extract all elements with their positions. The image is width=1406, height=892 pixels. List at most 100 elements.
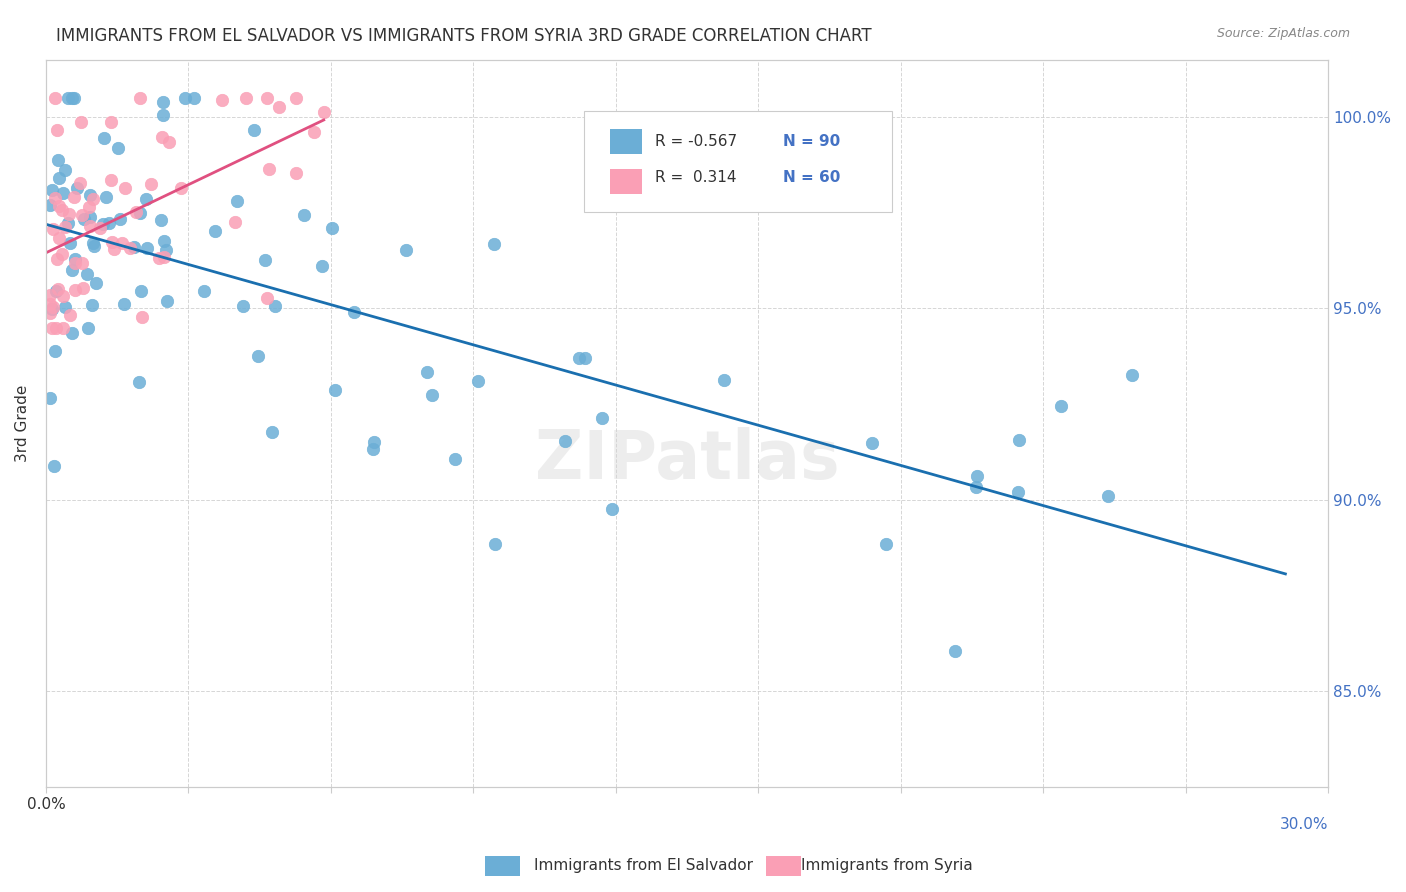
Point <box>204 224 226 238</box>
Point <box>591 410 613 425</box>
Point <box>129 206 152 220</box>
Point <box>232 299 254 313</box>
Point <box>69 176 91 190</box>
Point <box>91 217 114 231</box>
Point <box>155 243 177 257</box>
Point <box>82 298 104 312</box>
Point <box>48 171 70 186</box>
Point <box>48 199 70 213</box>
Point <box>86 276 108 290</box>
Text: R =  0.314: R = 0.314 <box>655 169 737 185</box>
Point <box>875 537 897 551</box>
Point <box>39 297 62 311</box>
Point <box>1007 485 1029 500</box>
Point <box>44 320 66 334</box>
Point <box>46 282 69 296</box>
Point <box>246 349 269 363</box>
Point <box>44 343 66 358</box>
Point <box>41 320 63 334</box>
Point <box>159 135 181 149</box>
Point <box>312 104 335 119</box>
Point <box>59 235 82 250</box>
Point <box>70 208 93 222</box>
Point <box>72 281 94 295</box>
Point <box>321 220 343 235</box>
Point <box>41 222 63 236</box>
Point <box>42 300 65 314</box>
Point <box>39 198 62 212</box>
Point <box>554 434 576 448</box>
Point <box>285 166 308 180</box>
Point <box>156 294 179 309</box>
FancyBboxPatch shape <box>585 111 893 212</box>
Point <box>94 190 117 204</box>
Point <box>254 252 277 267</box>
Point <box>65 181 87 195</box>
Point <box>39 288 62 302</box>
Point <box>150 130 173 145</box>
Point <box>323 383 346 397</box>
Point <box>110 212 132 227</box>
Point <box>267 100 290 114</box>
Point <box>100 173 122 187</box>
Point <box>103 243 125 257</box>
Point <box>148 251 170 265</box>
Point <box>82 192 104 206</box>
Point <box>93 131 115 145</box>
Text: R = -0.567: R = -0.567 <box>655 134 737 149</box>
Point <box>343 304 366 318</box>
Point <box>122 240 145 254</box>
Point <box>128 375 150 389</box>
Point <box>361 442 384 457</box>
Point <box>152 95 174 110</box>
Point <box>420 388 443 402</box>
Point <box>46 252 69 267</box>
Point <box>79 219 101 234</box>
Text: IMMIGRANTS FROM EL SALVADOR VS IMMIGRANTS FROM SYRIA 3RD GRADE CORRELATION CHART: IMMIGRANTS FROM EL SALVADOR VS IMMIGRANT… <box>56 27 872 45</box>
Point <box>170 181 193 195</box>
Point <box>264 299 287 313</box>
Point <box>242 122 264 136</box>
Point <box>60 91 83 105</box>
Point <box>60 326 83 340</box>
Point <box>82 235 104 250</box>
Point <box>70 114 93 128</box>
Point <box>48 230 70 244</box>
Point <box>53 162 76 177</box>
Point <box>174 91 197 105</box>
Point <box>63 91 86 105</box>
Text: ZIPatlas: ZIPatlas <box>534 426 839 492</box>
Text: Source: ZipAtlas.com: Source: ZipAtlas.com <box>1216 27 1350 40</box>
Point <box>53 220 76 235</box>
Point <box>89 220 111 235</box>
Point <box>224 215 246 229</box>
Text: 30.0%: 30.0% <box>1279 817 1329 832</box>
Point <box>79 211 101 225</box>
Point <box>1121 368 1143 382</box>
Point <box>114 181 136 195</box>
Point <box>136 241 159 255</box>
Point <box>363 434 385 449</box>
Point <box>262 425 284 439</box>
Point <box>292 208 315 222</box>
Point <box>39 305 62 319</box>
Point <box>1050 399 1073 413</box>
Bar <box>610 128 643 154</box>
Point <box>112 297 135 311</box>
Point <box>129 91 152 105</box>
Point <box>416 366 439 380</box>
Point <box>77 200 100 214</box>
Point <box>1097 489 1119 503</box>
Point <box>193 284 215 298</box>
Point <box>83 239 105 253</box>
Point <box>42 458 65 473</box>
Point <box>141 177 163 191</box>
Point <box>965 480 987 494</box>
Point <box>125 205 148 219</box>
Point <box>183 91 205 105</box>
Point <box>211 93 233 107</box>
Point <box>39 391 62 405</box>
Point <box>44 91 66 105</box>
Point <box>55 300 77 314</box>
Point <box>444 451 467 466</box>
